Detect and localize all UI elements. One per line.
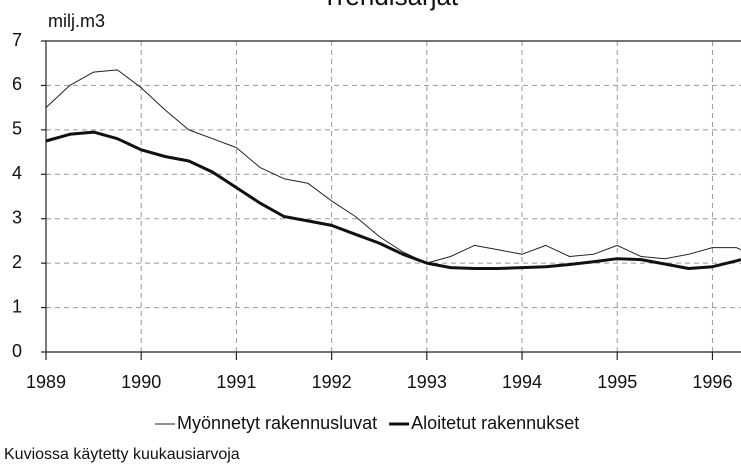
note: Kuviossa käytetty kuukausiarvoja (4, 446, 240, 463)
y-tick-label: 7 (12, 30, 22, 50)
x-tick-label: 1996 (692, 372, 732, 392)
x-tick-label: 1992 (312, 372, 352, 392)
x-tick-label: 1990 (121, 372, 161, 392)
y-tick-label: 2 (12, 252, 22, 272)
x-tick-label: 1989 (26, 372, 66, 392)
y-tick-label: 3 (12, 207, 22, 227)
chart-title: Trendisarjat (322, 0, 459, 11)
legend-label: Myönnetyt rakennusluvat (177, 413, 377, 433)
legend-label: Aloitetut rakennukset (411, 413, 579, 433)
y-axis-label: milj.m3 (48, 11, 105, 31)
y-tick-label: 1 (12, 296, 22, 316)
y-tick-label: 6 (12, 74, 22, 94)
x-tick-label: 1995 (597, 372, 637, 392)
y-tick-label: 5 (12, 119, 22, 139)
x-tick-label: 1993 (407, 372, 447, 392)
x-tick-label: 1991 (216, 372, 256, 392)
series-line (45, 69, 741, 264)
series-line (45, 130, 741, 270)
x-tick-label: 1994 (502, 372, 542, 392)
y-tick-label: 4 (12, 163, 22, 183)
axes (45, 40, 741, 353)
y-tick-label: 0 (12, 341, 22, 361)
